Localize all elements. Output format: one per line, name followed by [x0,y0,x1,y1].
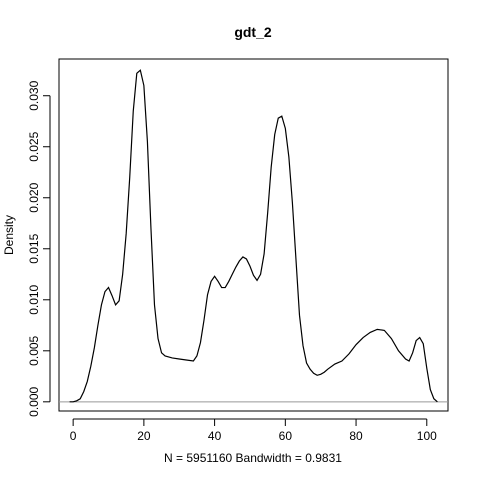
plot-box [59,59,448,411]
x-axis-label: N = 5951160 Bandwidth = 0.9831 [164,451,342,465]
x-tick-label: 20 [137,429,151,443]
y-tick-label: 0.015 [27,233,41,263]
y-tick-label: 0.030 [27,80,41,110]
x-axis: 0 20 40 60 80 100 [70,419,437,443]
x-tick-label: 40 [208,429,222,443]
y-axis: 0.000 0.005 0.010 0.015 0.020 0.025 0.030 [27,80,50,416]
y-tick-label: 0.025 [27,131,41,161]
chart-title: gdt_2 [234,24,272,40]
y-tick-label: 0.005 [27,335,41,365]
x-tick-label: 60 [279,429,293,443]
density-curve [70,70,438,402]
y-axis-label: Density [2,215,16,255]
x-tick-label: 80 [349,429,363,443]
y-tick-label: 0.000 [27,386,41,416]
x-tick-label: 0 [70,429,77,443]
x-tick-label: 100 [417,429,437,443]
y-tick-label: 0.020 [27,182,41,212]
y-tick-label: 0.010 [27,284,41,314]
